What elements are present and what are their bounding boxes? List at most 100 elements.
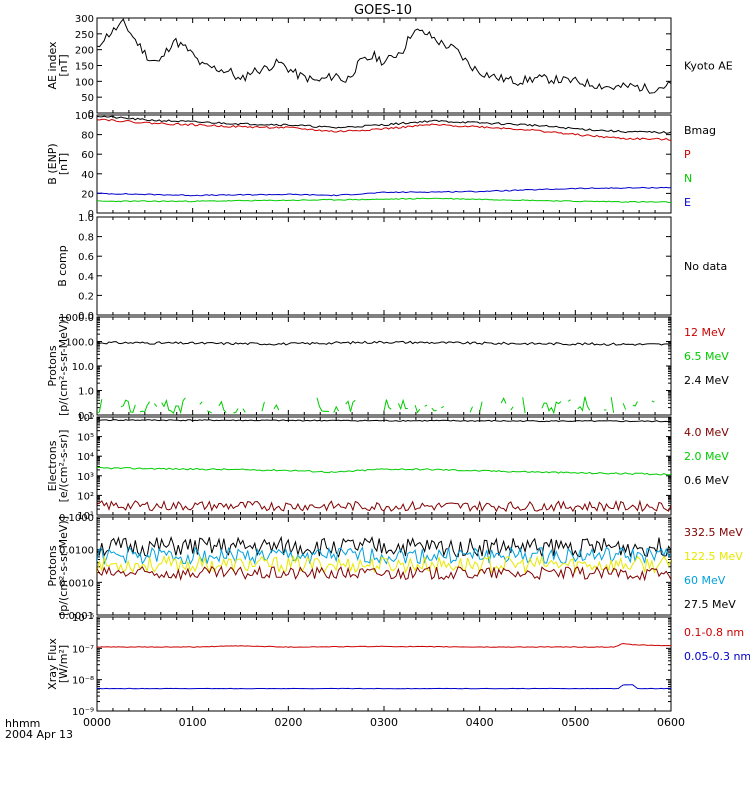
y-tick-label: 0.6 xyxy=(78,252,94,263)
y-axis-unit-label: [nT] xyxy=(57,153,70,175)
y-tick-label: 0.0010 xyxy=(59,578,94,589)
y-tick-label: 50 xyxy=(81,93,94,104)
y-tick-label: 150 xyxy=(75,62,94,73)
y-tick-label: 100 xyxy=(75,111,94,122)
y-tick-label: 10⁵ xyxy=(77,433,94,444)
y-axis-label: AE index xyxy=(46,41,59,90)
panel-frame xyxy=(96,616,672,712)
panel-xray: 10⁻⁹ 10⁻⁸ 10⁻⁷ 10⁻⁶ Xray Flux[W/m²] 0.1-0.8 n… xyxy=(46,613,750,729)
series-line-4-0-mev xyxy=(97,499,671,513)
series-line-0-05-0-3-nm xyxy=(97,684,671,690)
x-tick-label: 0200 xyxy=(274,716,302,729)
legend-entry: 12 MeV xyxy=(684,326,726,339)
legend-entry: 60 MeV xyxy=(684,574,726,587)
y-tick-label: 1.0 xyxy=(78,213,94,224)
y-axis-unit-label: [p/(cm²-s-sr-MeV)] xyxy=(57,316,70,416)
y-axis-label: Protons xyxy=(46,345,59,386)
legend-entry: N xyxy=(684,172,692,185)
y-tick-label: 10⁻⁹ xyxy=(72,707,94,718)
x-tick-label: 0600 xyxy=(657,716,685,729)
x-tick-label: 0100 xyxy=(179,716,207,729)
y-tick-label: 10.0 xyxy=(72,362,94,373)
y-tick-label: 1.0 xyxy=(78,387,94,398)
y-tick-label: 0 xyxy=(88,209,94,220)
x-tick-label: 0500 xyxy=(561,716,589,729)
y-tick-label: 0.2 xyxy=(78,291,94,302)
y-axis-label: Electrons xyxy=(46,440,59,491)
x-tick-label: 0400 xyxy=(466,716,494,729)
y-axis-label: Xray Flux xyxy=(46,638,59,690)
series-line-p xyxy=(97,118,671,141)
y-tick-label: 10² xyxy=(77,491,94,502)
y-tick-label: 200 xyxy=(75,46,94,57)
y-axis-label: B comp xyxy=(56,245,69,287)
y-tick-label: 100.0 xyxy=(65,338,94,349)
panel-protons_low: 0.1 1.0 10.0 100.0 1000.0 Protons[p/(cm²-s-sr… xyxy=(46,313,729,422)
legend-entry: 27.5 MeV xyxy=(684,598,736,611)
series-line-332-5-mev xyxy=(97,565,671,582)
y-tick-label: 1000.0 xyxy=(59,313,94,324)
y-tick-label: 10³ xyxy=(77,472,94,483)
series-line-2-0-mev xyxy=(97,466,671,476)
y-tick-label: 10⁻⁶ xyxy=(72,613,94,624)
panel-frame xyxy=(96,216,672,316)
y-tick-label: 10⁴ xyxy=(77,452,94,463)
series-line-60-mev xyxy=(97,546,671,566)
y-tick-label: 100 xyxy=(75,77,94,88)
y-tick-label: 60 xyxy=(81,150,94,161)
legend-entry: 0.6 MeV xyxy=(684,474,729,487)
legend-entry: Bmag xyxy=(684,124,716,137)
x-tick-label: 0300 xyxy=(370,716,398,729)
y-axis-unit-label: [e/(cm²-s-sr)] xyxy=(57,430,70,503)
legend-entry: Kyoto AE xyxy=(684,60,733,73)
legend-entry: 122.5 MeV xyxy=(684,550,743,563)
date-label: 2004 Apr 13 xyxy=(5,728,73,741)
y-tick-label: 0 xyxy=(88,109,94,120)
panel-benp: 0 20 40 60 80 100 B (ENP)[nT] Bmag PNE xyxy=(46,111,716,220)
y-axis-unit-label: [W/m²] xyxy=(57,645,70,683)
time-axis-unit-label: hhmm xyxy=(5,717,40,730)
y-tick-label: 10¹ xyxy=(77,511,94,522)
legend-entry: 2.4 MeV xyxy=(684,374,729,387)
legend-entry: 0.1-0.8 nm xyxy=(684,626,744,639)
panel-frame xyxy=(96,416,672,516)
panel-ae: 0 50 100 150 200 250 300 AE index[nT] Kyoto AE xyxy=(46,14,733,120)
legend-entry: 2.0 MeV xyxy=(684,450,729,463)
y-tick-label: 40 xyxy=(81,170,94,181)
y-tick-label: 80 xyxy=(81,131,94,142)
y-tick-label: 10⁻⁸ xyxy=(72,676,94,687)
y-tick-label: 20 xyxy=(81,189,94,200)
y-tick-label: 10⁻⁷ xyxy=(72,644,94,655)
legend-entry: No data xyxy=(684,260,727,273)
y-tick-label: 0.0 xyxy=(78,311,94,322)
series-line-0-1-0-8-nm xyxy=(97,642,671,648)
y-tick-label: 300 xyxy=(75,14,94,25)
legend-entry: 332.5 MeV xyxy=(684,526,743,539)
legend-entry: E xyxy=(684,196,691,209)
legend-entry: 4.0 MeV xyxy=(684,426,729,439)
series-line-27-5-mev xyxy=(97,535,671,558)
y-tick-label: 10⁶ xyxy=(77,413,94,424)
legend-entry: 6.5 MeV xyxy=(684,350,729,363)
y-axis-label: B (ENP) xyxy=(46,143,59,184)
series-line-0-6-mev xyxy=(97,419,671,423)
plot-title: GOES-10 xyxy=(354,3,412,18)
series-line-n xyxy=(97,197,671,203)
series-line-ae xyxy=(97,18,671,94)
y-axis-unit-label: [p/(cm²-s-sr-MeV)] xyxy=(57,516,70,616)
y-tick-label: 0.1000 xyxy=(59,513,94,524)
y-axis-label: Protons xyxy=(46,545,59,586)
series-line-122-5-mev xyxy=(97,554,671,575)
y-tick-label: 0.4 xyxy=(78,272,94,283)
panel-electrons: 10¹ 10² 10³ 10⁴ 10⁵ 10⁶ Electrons[e/(cm²-s-sr)… xyxy=(46,413,729,522)
x-tick-label: 0000 xyxy=(83,716,111,729)
series-line-2-4-mev xyxy=(97,340,671,346)
y-tick-label: 0.0100 xyxy=(59,546,94,557)
legend-entry: 0.05-0.3 nm xyxy=(684,650,750,663)
panel-protons_high: 0.0001 0.0010 0.0100 0.1000 Protons[p/(cm²-s… xyxy=(46,513,743,622)
panel-frame xyxy=(96,17,672,114)
series-line-bmag xyxy=(97,115,671,134)
